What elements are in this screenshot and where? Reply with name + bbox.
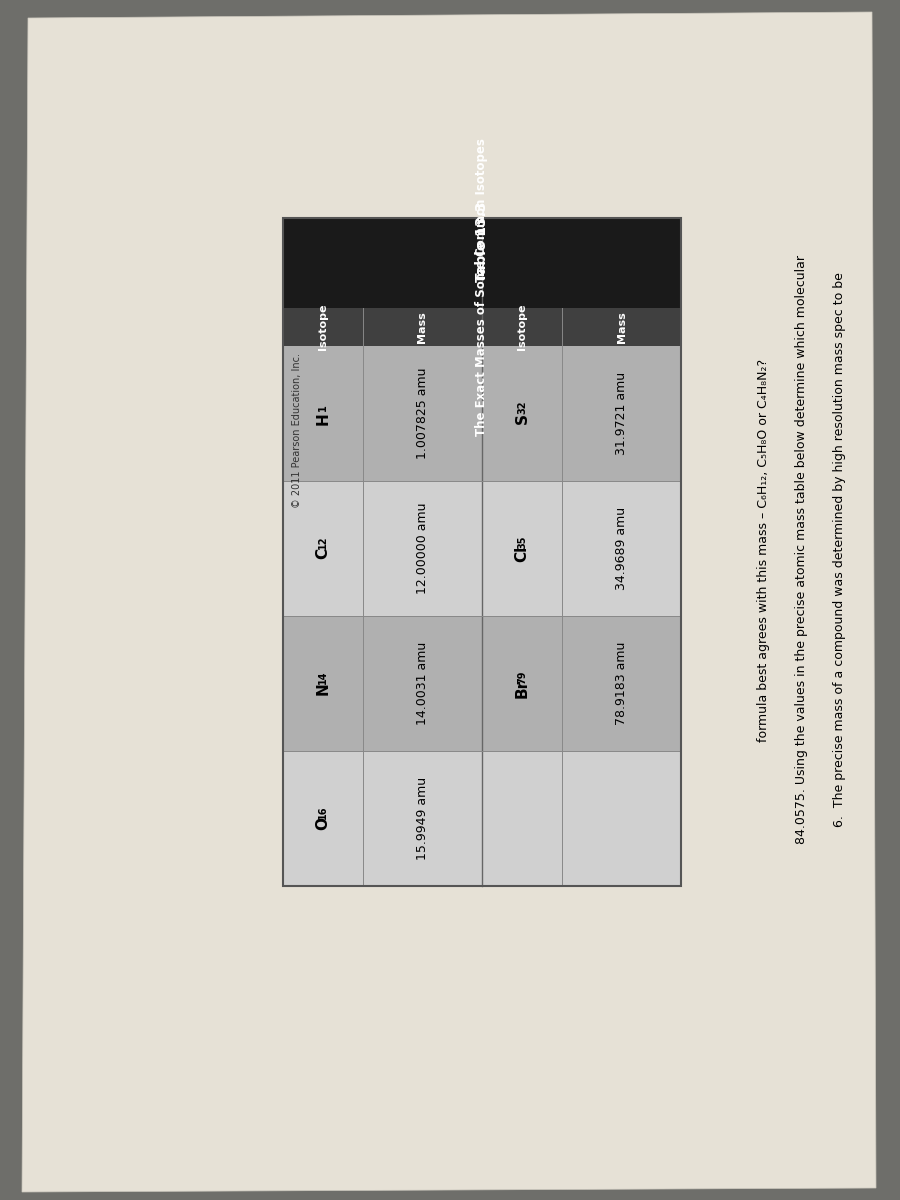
- Text: N: N: [316, 682, 330, 695]
- Bar: [283, 346, 681, 481]
- Text: The Exact Masses of Some Common Isotopes: The Exact Masses of Some Common Isotopes: [475, 138, 489, 436]
- Text: Mass: Mass: [418, 311, 428, 343]
- Text: H: H: [316, 412, 330, 425]
- Text: 31.9721 amu: 31.9721 amu: [615, 372, 628, 455]
- Bar: [283, 481, 681, 616]
- Bar: [283, 218, 681, 886]
- Text: 14.0031 amu: 14.0031 amu: [416, 642, 429, 725]
- Text: 14: 14: [318, 671, 328, 684]
- Text: 15.9949 amu: 15.9949 amu: [416, 776, 429, 860]
- Text: 32: 32: [517, 401, 527, 414]
- Text: 35: 35: [517, 535, 527, 550]
- Text: Mass: Mass: [616, 311, 626, 343]
- Text: 6.  The precise mass of a compound was determined by high resolution mass spec t: 6. The precise mass of a compound was de…: [833, 272, 847, 828]
- Polygon shape: [22, 12, 876, 1192]
- Text: formula best agrees with this mass – C₆H₁₂, C₅H₈O or C₄H₈N₂?: formula best agrees with this mass – C₆H…: [758, 359, 770, 742]
- Text: 12.00000 amu: 12.00000 amu: [416, 503, 429, 594]
- Text: 12: 12: [318, 535, 328, 550]
- Text: Br: Br: [515, 679, 529, 698]
- Text: 1.007825 amu: 1.007825 amu: [416, 367, 429, 460]
- Text: O: O: [316, 817, 330, 830]
- Text: 34.9689 amu: 34.9689 amu: [615, 506, 628, 590]
- Text: Table 13.3: Table 13.3: [475, 202, 489, 282]
- Text: Isotope: Isotope: [517, 304, 527, 350]
- Text: S: S: [515, 413, 529, 424]
- Text: 79: 79: [517, 671, 527, 684]
- Text: 16: 16: [318, 805, 328, 820]
- Text: © 2011 Pearson Education, Inc.: © 2011 Pearson Education, Inc.: [292, 353, 302, 508]
- Bar: [283, 751, 681, 886]
- Text: Isotope: Isotope: [318, 304, 328, 350]
- Text: Cl: Cl: [515, 545, 529, 562]
- Bar: [283, 616, 681, 751]
- Bar: [283, 218, 681, 266]
- Bar: [283, 308, 681, 346]
- Bar: [283, 266, 681, 308]
- Text: 1: 1: [318, 404, 328, 410]
- Text: C: C: [316, 548, 330, 559]
- Text: 78.9183 amu: 78.9183 amu: [615, 642, 628, 725]
- Text: 84.0575. Using the values in the precise atomic mass table below determine which: 84.0575. Using the values in the precise…: [796, 256, 808, 845]
